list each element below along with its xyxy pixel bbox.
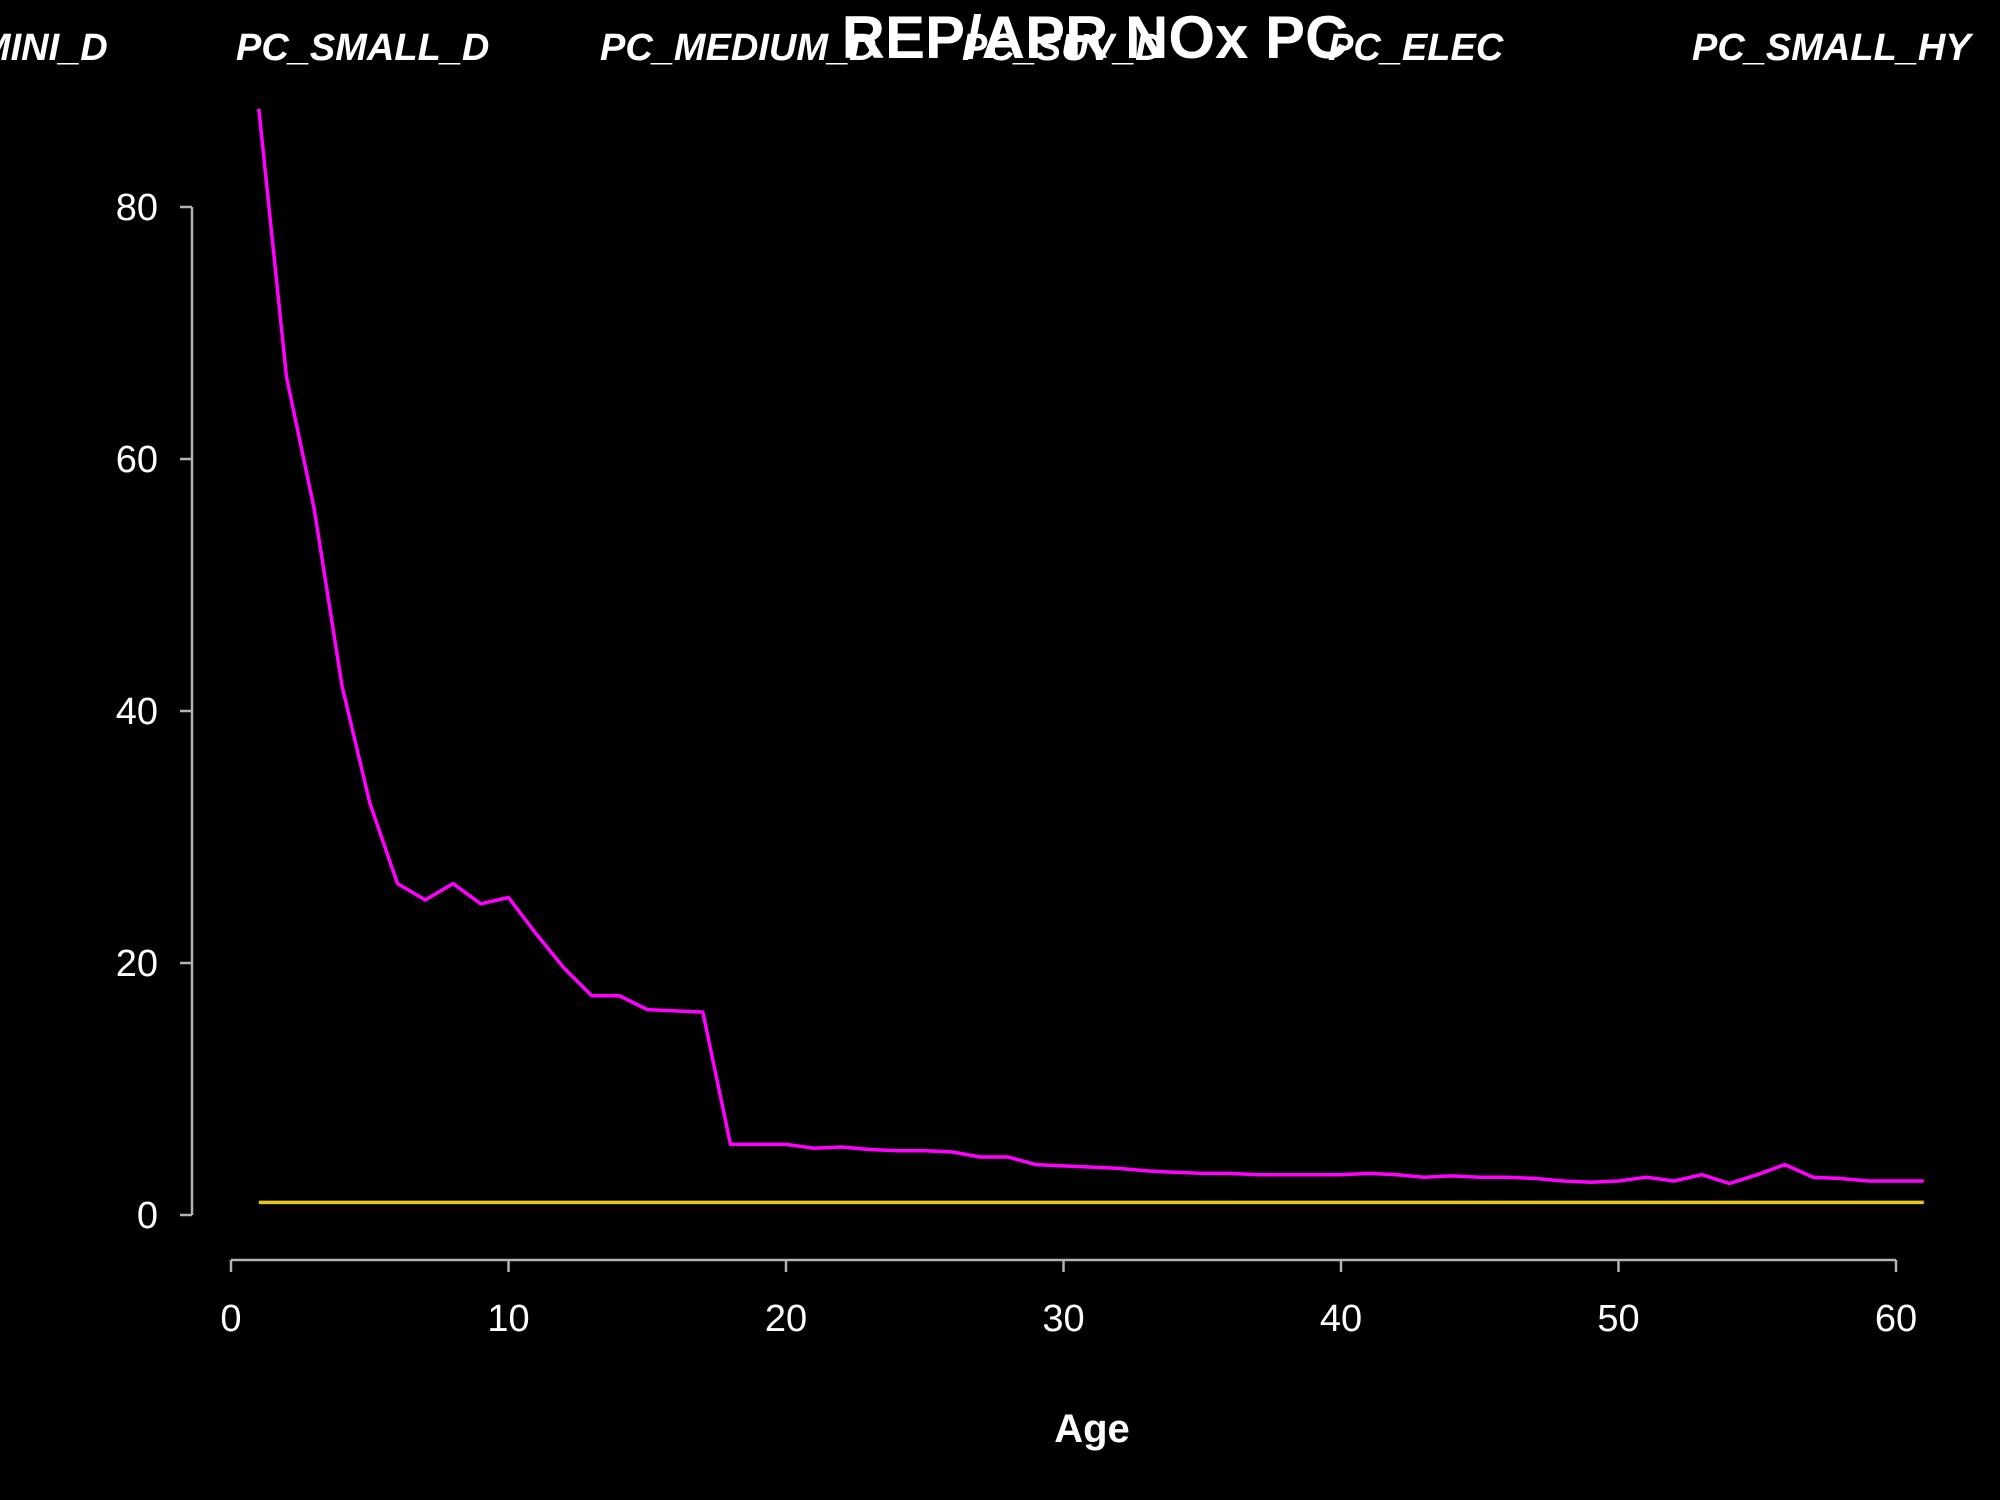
y-tick-label: 40 (116, 691, 158, 733)
x-tick-label: 60 (1875, 1298, 1917, 1340)
chart-title: REP/APR NOx PC (842, 4, 1349, 71)
y-tick-label: 20 (116, 943, 158, 985)
legend-label: PC_ELEC (1328, 27, 1504, 69)
legend-label: PC_MEDIUM_D (600, 27, 877, 69)
x-tick-label: 20 (765, 1298, 807, 1340)
legend-label: PC_SUV_D (962, 27, 1163, 69)
series-line-1 (257, 108, 1924, 1186)
legend-label: PC_SMALL_HY (1692, 27, 1974, 69)
legend: PC_MINI_D PC_SMALL_D PC_MEDIUM_D PC_SUV_D PC… (0, 27, 1974, 69)
x-tick-label: 30 (1042, 1298, 1084, 1340)
y-tick-label: 80 (116, 187, 158, 229)
x-tick-label: 0 (220, 1298, 241, 1340)
legend-label: PC_MINI_D (0, 27, 108, 69)
legend-label: PC_SMALL_D (236, 27, 489, 69)
x-tick-label: 10 (487, 1298, 529, 1340)
y-tick-label: 60 (116, 439, 158, 481)
x-axis-label: Age (1054, 1407, 1130, 1451)
x-tick-label: 50 (1597, 1298, 1639, 1340)
x-tick-label: 40 (1320, 1298, 1362, 1340)
series-group (257, 108, 1924, 1205)
y-axis: 0 20 40 60 80 (116, 187, 194, 1237)
y-tick-label: 0 (137, 1195, 158, 1237)
x-axis: 0 10 20 30 40 50 60 (220, 1258, 1917, 1340)
